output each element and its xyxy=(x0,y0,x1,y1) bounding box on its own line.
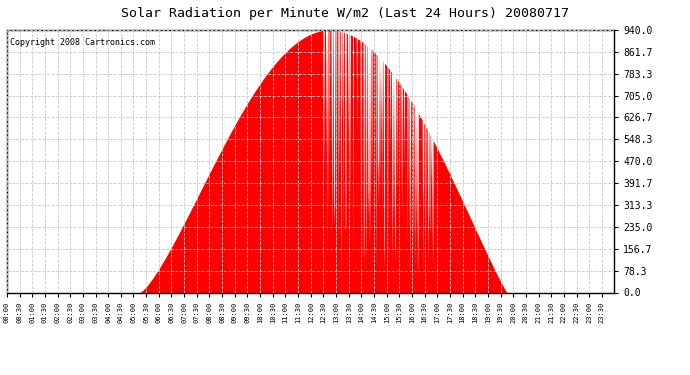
Text: Copyright 2008 Cartronics.com: Copyright 2008 Cartronics.com xyxy=(10,38,155,47)
Text: Solar Radiation per Minute W/m2 (Last 24 Hours) 20080717: Solar Radiation per Minute W/m2 (Last 24… xyxy=(121,8,569,21)
